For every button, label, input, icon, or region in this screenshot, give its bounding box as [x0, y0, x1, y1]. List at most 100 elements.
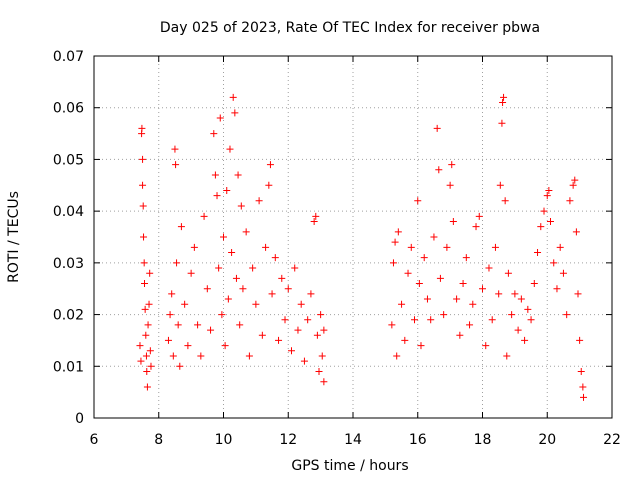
y-tick-label: 0.05: [53, 152, 84, 168]
data-point: [229, 93, 237, 101]
data-point: [524, 305, 532, 313]
data-point: [446, 181, 454, 189]
data-point: [577, 367, 585, 375]
data-point: [224, 295, 232, 303]
data-point: [310, 217, 318, 225]
data-point: [485, 264, 493, 272]
data-point: [498, 119, 506, 127]
chart-title: Day 025 of 2023, Rate Of TEC Index for r…: [160, 20, 540, 36]
data-point: [236, 321, 244, 329]
data-point: [569, 181, 577, 189]
data-point: [472, 223, 480, 231]
data-point: [496, 181, 504, 189]
data-point: [226, 145, 234, 153]
x-tick-label: 18: [474, 432, 492, 448]
x-tick-label: 10: [215, 432, 233, 448]
data-point: [511, 290, 519, 298]
data-point: [508, 311, 516, 319]
data-point: [469, 300, 477, 308]
data-point: [440, 311, 448, 319]
data-point: [275, 336, 283, 344]
data-point: [488, 316, 496, 324]
data-point: [146, 347, 154, 355]
data-point: [166, 311, 174, 319]
data-point: [466, 321, 474, 329]
data-point: [491, 243, 499, 251]
data-point: [543, 192, 551, 200]
data-point: [211, 171, 219, 179]
data-point: [501, 197, 509, 205]
data-point: [216, 114, 224, 122]
data-point: [304, 316, 312, 324]
data-point: [297, 300, 305, 308]
data-point: [242, 228, 250, 236]
data-point: [307, 290, 315, 298]
data-point: [389, 259, 397, 267]
data-point: [579, 383, 587, 391]
data-point: [245, 352, 253, 360]
data-point: [231, 109, 239, 117]
data-point: [456, 331, 464, 339]
data-point: [459, 280, 467, 288]
data-point: [514, 326, 522, 334]
data-point: [317, 311, 325, 319]
data-point: [436, 274, 444, 282]
data-point: [427, 316, 435, 324]
data-point: [197, 352, 205, 360]
data-point: [404, 269, 412, 277]
data-point: [553, 285, 561, 293]
data-point: [213, 192, 221, 200]
data-point: [136, 342, 144, 350]
data-point: [194, 321, 202, 329]
data-point: [223, 186, 231, 194]
y-tick-label: 0.06: [53, 101, 84, 117]
data-point: [420, 254, 428, 262]
x-tick-label: 6: [90, 432, 99, 448]
data-point: [139, 155, 147, 163]
data-point: [145, 300, 153, 308]
data-point: [580, 393, 588, 401]
x-axis-ticks: 6 8 10 12 14 16 18 20 22: [90, 56, 621, 448]
x-tick-label: 8: [154, 432, 163, 448]
data-point: [232, 274, 240, 282]
data-point: [173, 259, 181, 267]
data-point: [164, 336, 172, 344]
data-point: [237, 202, 245, 210]
data-point: [177, 223, 185, 231]
data-point: [294, 326, 302, 334]
data-point: [411, 316, 419, 324]
data-point: [482, 342, 490, 350]
data-point: [391, 238, 399, 246]
y-tick-label: 0.03: [53, 256, 84, 272]
data-point: [388, 321, 396, 329]
data-point: [443, 243, 451, 251]
data-point: [252, 300, 260, 308]
data-point: [300, 357, 308, 365]
y-tick-label: 0.07: [53, 49, 84, 65]
data-point: [215, 264, 223, 272]
y-tick-label: 0.01: [53, 359, 84, 375]
data-point: [169, 352, 177, 360]
x-tick-label: 16: [409, 432, 427, 448]
data-point: [142, 352, 150, 360]
data-point: [146, 269, 154, 277]
data-point: [566, 197, 574, 205]
y-tick-label: 0.02: [53, 308, 84, 324]
x-axis-label: GPS time / hours: [291, 458, 408, 474]
data-point: [265, 181, 273, 189]
data-point: [504, 269, 512, 277]
data-point: [448, 161, 456, 169]
data-point: [291, 264, 299, 272]
data-point: [495, 290, 503, 298]
data-point: [521, 336, 529, 344]
data-point: [234, 171, 242, 179]
data-point: [140, 233, 148, 241]
data-point: [207, 326, 215, 334]
data-point: [430, 233, 438, 241]
data-point: [137, 357, 145, 365]
data-point: [143, 383, 151, 391]
data-point: [141, 280, 149, 288]
data-point: [268, 290, 276, 298]
data-point: [546, 217, 554, 225]
